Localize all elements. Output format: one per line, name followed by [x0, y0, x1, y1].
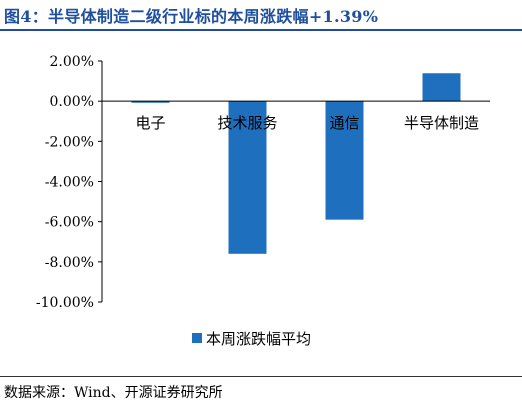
- y-tick-label: -6.00%: [45, 215, 94, 231]
- bar: [131, 101, 170, 103]
- y-ticks: 2.00% 0.00% -2.00% -4.00% -6.00% -8.00% -10.00…: [36, 54, 102, 311]
- bars: [131, 73, 461, 254]
- legend: 本周涨跌幅平均: [192, 330, 311, 348]
- y-tick-label: 0.00%: [50, 94, 94, 110]
- y-axis: 2.00% 0.00% -2.00% -4.00% -6.00% -8.00% -10.00…: [36, 54, 103, 311]
- y-tick-label: 2.00%: [50, 54, 94, 70]
- y-tick-label: -2.00%: [45, 134, 94, 150]
- legend-swatch: [192, 333, 202, 343]
- bar: [422, 73, 461, 102]
- y-tick-label: -10.00%: [36, 295, 94, 311]
- y-tick-label: -8.00%: [45, 255, 94, 271]
- bar: [228, 101, 267, 254]
- x-tick-label: 技术服务: [217, 114, 277, 132]
- legend-label: 本周涨跌幅平均: [206, 330, 311, 348]
- x-labels: 电子 技术服务 通信 半导体制造: [135, 114, 479, 132]
- x-tick-label: 半导体制造: [404, 114, 479, 132]
- x-tick-label: 电子: [135, 114, 165, 132]
- chart-title: 图4：半导体制造二级行业标的本周涨跌幅+1.39%: [4, 7, 379, 26]
- y-tick-label: -4.00%: [45, 175, 94, 191]
- source-divider: [0, 376, 522, 377]
- x-tick-label: 通信: [329, 114, 359, 132]
- source-note: 数据来源：Wind、开源证券研究所: [4, 385, 223, 401]
- title-divider: [0, 29, 522, 31]
- bar-chart: 2.00% 0.00% -2.00% -4.00% -6.00% -8.00% -10.00…: [36, 54, 490, 348]
- bar: [325, 101, 364, 220]
